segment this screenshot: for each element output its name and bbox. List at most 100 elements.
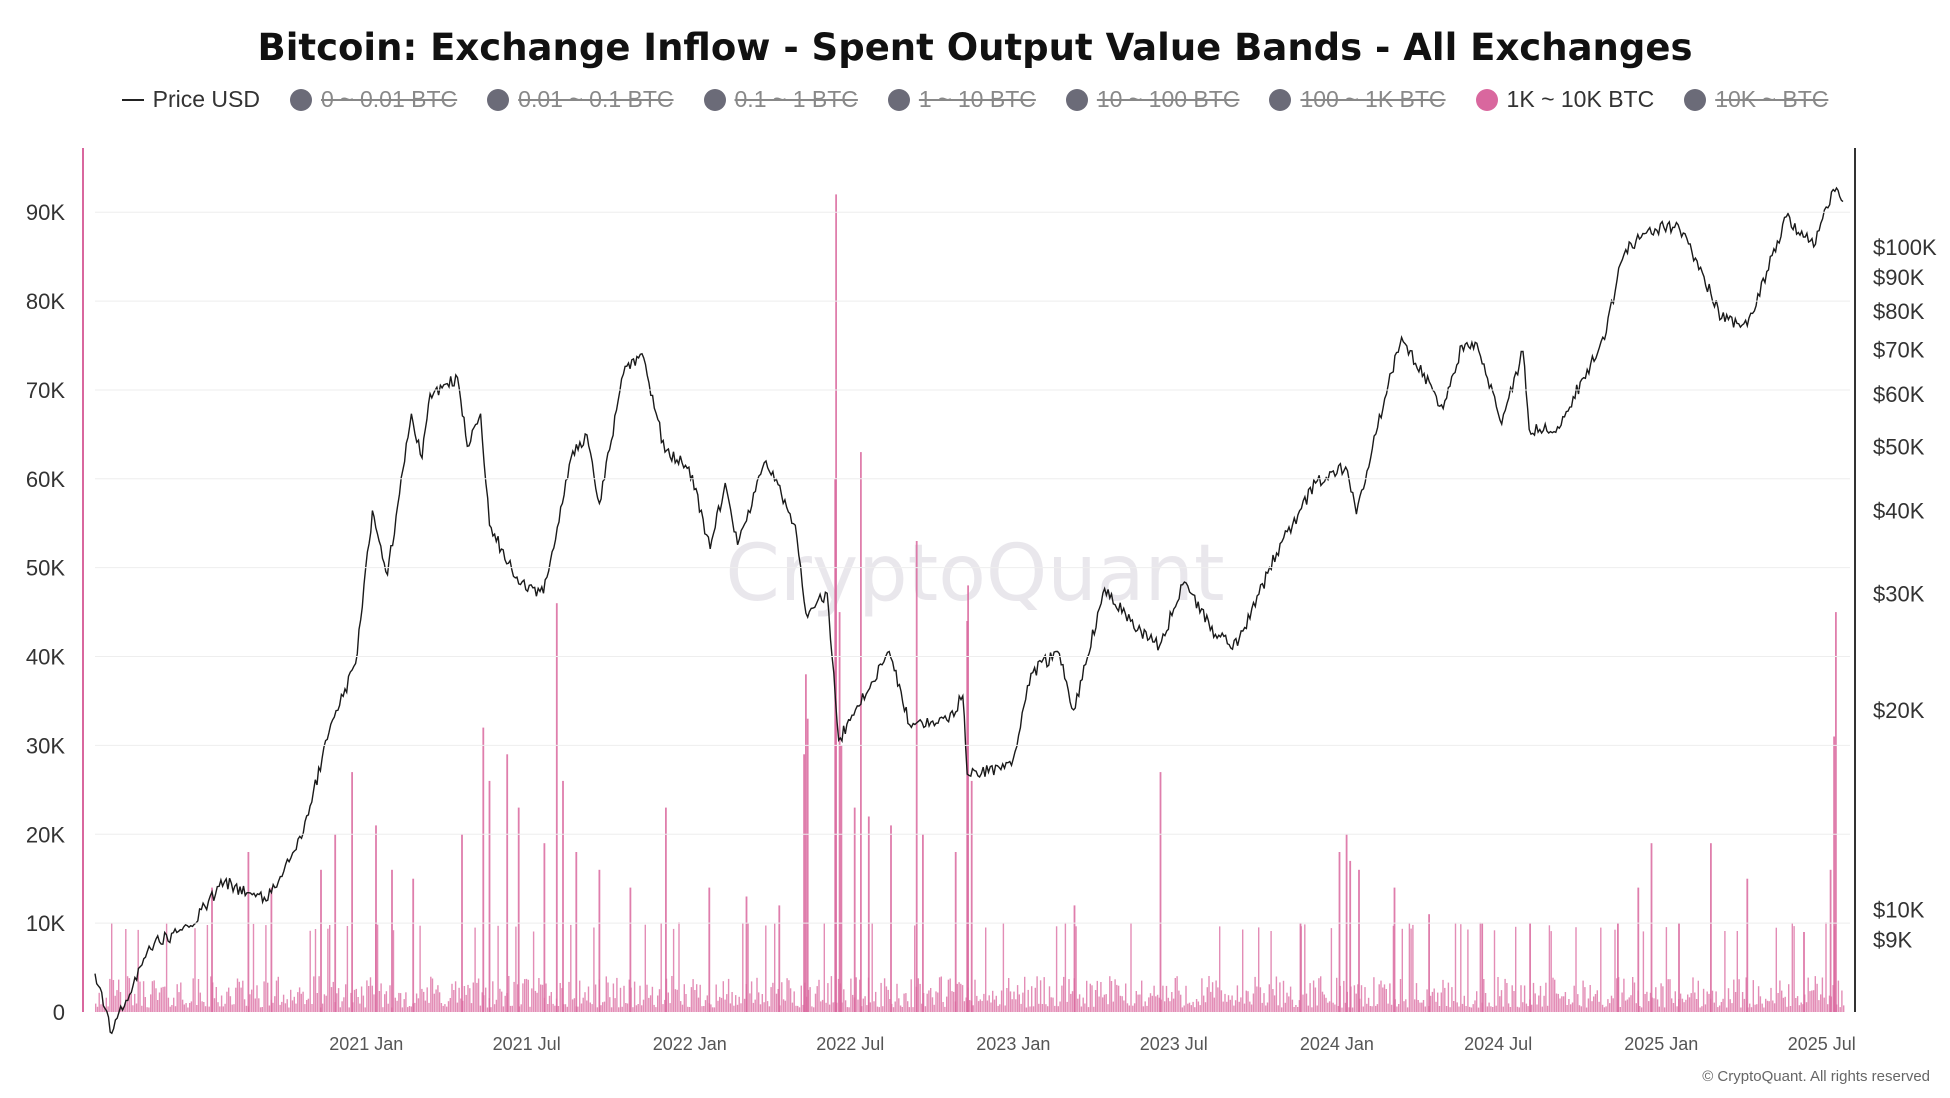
legend-item-7[interactable]: 1K ~ 10K BTC <box>1475 86 1654 113</box>
inflow-bar <box>243 999 246 1012</box>
inflow-bar <box>442 1005 444 1012</box>
inflow-bar <box>1121 996 1123 1012</box>
legend-item-8[interactable]: 10K ~ BTC <box>1684 86 1828 113</box>
inflow-bar <box>139 981 141 1012</box>
inflow-bar <box>490 1007 492 1012</box>
inflow-bar <box>398 992 400 1012</box>
inflow-bar <box>1016 985 1019 1012</box>
inflow-bar <box>1011 999 1013 1012</box>
inflow-bar <box>899 1005 902 1012</box>
y-left-tick-label: 50K <box>26 556 65 581</box>
inflow-bar <box>424 1000 427 1012</box>
inflow-bar <box>1754 1004 1756 1012</box>
inflow-bar <box>1389 983 1391 1012</box>
inflow-bar <box>1344 1002 1347 1012</box>
legend-item-6[interactable]: 100 ~ 1K BTC <box>1269 86 1446 113</box>
legend-item-0[interactable]: Price USD <box>121 86 260 113</box>
legend-dot-marker <box>487 88 510 111</box>
inflow-bar <box>1116 984 1118 1012</box>
inflow-bar <box>1717 1007 1719 1012</box>
inflow-bar <box>626 1003 629 1012</box>
inflow-bar <box>249 994 251 1012</box>
inflow-bar <box>1236 985 1239 1012</box>
inflow-bar <box>134 993 136 1012</box>
inflow-bar <box>497 925 499 1012</box>
inflow-bar <box>969 1000 971 1012</box>
inflow-bar <box>1554 979 1556 1012</box>
inflow-bar <box>1658 1006 1660 1012</box>
inflow-bar <box>587 986 590 1012</box>
inflow-bar <box>1029 1006 1031 1012</box>
legend-item-4[interactable]: 1 ~ 10 BTC <box>887 86 1036 113</box>
inflow-bar <box>981 1000 983 1012</box>
inflow-bar <box>1770 987 1772 1012</box>
inflow-spike-bar <box>375 825 377 1012</box>
legend-item-3[interactable]: 0.1 ~ 1 BTC <box>703 86 858 113</box>
inflow-bar <box>1004 1005 1006 1012</box>
inflow-bar <box>1571 1002 1574 1012</box>
inflow-bar <box>180 982 182 1012</box>
inflow-bar <box>832 1002 834 1012</box>
inflow-bar <box>265 925 267 1012</box>
inflow-bar <box>274 996 276 1012</box>
inflow-bar <box>318 976 320 1012</box>
inflow-bar <box>859 979 861 1012</box>
inflow-bar <box>633 981 636 1012</box>
inflow-bar <box>1623 978 1625 1012</box>
inflow-spike-bar <box>629 887 632 1012</box>
inflow-bar <box>1325 997 1327 1012</box>
inflow-bar <box>1194 1007 1196 1012</box>
inflow-bar <box>1032 1006 1035 1012</box>
inflow-bar <box>600 1005 602 1012</box>
inflow-bar <box>1289 986 1292 1012</box>
inflow-bar <box>1144 1001 1146 1012</box>
inflow-bar <box>1685 999 1687 1012</box>
legend-item-1[interactable]: 0 ~ 0.01 BTC <box>290 86 457 113</box>
inflow-bar <box>96 1006 99 1012</box>
inflow-bar <box>1213 997 1215 1012</box>
inflow-bar <box>105 997 107 1012</box>
inflow-bar <box>1419 1002 1421 1012</box>
inflow-bar <box>171 1005 173 1012</box>
y-left-tick-label: 10K <box>26 911 65 936</box>
inflow-spike-bar <box>805 674 807 1012</box>
inflow-bar <box>268 1005 271 1012</box>
inflow-bar <box>233 1004 235 1012</box>
inflow-bar <box>502 1006 505 1012</box>
inflow-spike-bar <box>806 718 809 1012</box>
inflow-bar <box>1504 978 1506 1012</box>
inflow-bar <box>1376 1004 1379 1012</box>
inflow-bar <box>360 986 363 1012</box>
inflow-bar <box>1229 999 1231 1012</box>
inflow-bar <box>1468 1006 1471 1012</box>
inflow-bar <box>1206 987 1208 1012</box>
inflow-bar <box>350 992 352 1012</box>
inflow-bar <box>1240 997 1242 1012</box>
inflow-bar <box>1119 995 1122 1012</box>
inflow-bar <box>1672 1003 1675 1012</box>
inflow-bar <box>1465 1006 1467 1012</box>
inflow-bar <box>1211 982 1214 1012</box>
inflow-bar <box>1550 931 1552 1012</box>
inflow-bar <box>612 983 615 1012</box>
inflow-bar <box>901 1007 903 1012</box>
inflow-bar <box>997 1005 999 1012</box>
inflow-bar <box>1279 982 1281 1012</box>
inflow-bar <box>1738 979 1740 1012</box>
inflow-bar <box>910 979 912 1012</box>
inflow-bar <box>1543 995 1545 1012</box>
inflow-bar <box>1777 993 1779 1012</box>
inflow-bar <box>229 996 232 1012</box>
inflow-bar <box>1603 1007 1606 1012</box>
inflow-bar <box>1327 1002 1329 1012</box>
inflow-bar <box>190 1001 193 1012</box>
inflow-bar <box>1502 1006 1504 1012</box>
inflow-bar <box>162 986 164 1012</box>
inflow-bar <box>892 1007 895 1012</box>
inflow-bar <box>258 998 260 1012</box>
inflow-bar <box>823 923 825 1012</box>
inflow-bar <box>559 983 561 1012</box>
legend-item-5[interactable]: 10 ~ 100 BTC <box>1065 86 1239 113</box>
legend-item-2[interactable]: 0.01 ~ 0.1 BTC <box>487 86 674 113</box>
inflow-spike-bar <box>555 603 558 1012</box>
